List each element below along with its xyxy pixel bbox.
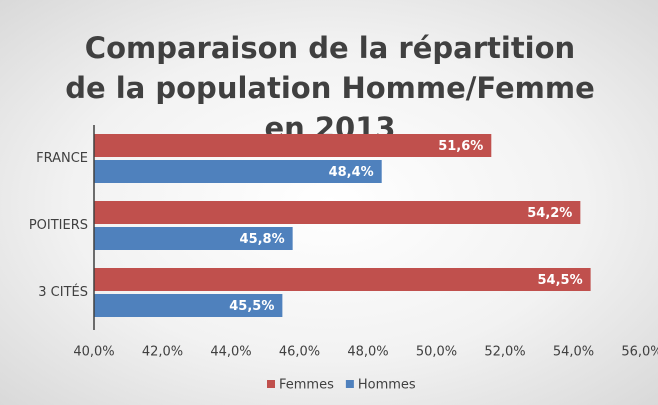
legend-label: Femmes (279, 378, 334, 393)
bar (94, 201, 581, 224)
bar (94, 160, 382, 183)
x-tick-label: 50,0% (416, 345, 457, 360)
x-tick-label: 46,0% (279, 345, 320, 360)
x-tick-label: 44,0% (210, 345, 251, 360)
legend-swatch (267, 380, 275, 388)
value-label: 51,6% (438, 139, 483, 154)
value-label: 54,5% (538, 273, 583, 288)
value-label: 54,2% (527, 206, 572, 221)
y-tick-label: 3 CITÉS (38, 284, 88, 300)
legend-swatch (345, 380, 354, 388)
x-tick-label: 48,0% (347, 345, 388, 360)
x-tick-label: 56,0% (621, 345, 658, 360)
y-tick-label: POITIERS (29, 218, 88, 233)
value-label: 45,5% (229, 299, 274, 314)
legend-label: Hommes (358, 378, 416, 393)
chart-title: Comparaison de la répartition de la popu… (65, 31, 595, 145)
y-tick-label: FRANCE (36, 151, 88, 166)
bar (94, 134, 492, 157)
value-label: 48,4% (329, 165, 374, 180)
bar (94, 294, 283, 317)
x-tick-label: 52,0% (484, 345, 525, 360)
x-tick-label: 42,0% (142, 345, 183, 360)
bar (94, 227, 293, 250)
bar (94, 268, 591, 291)
value-label: 45,8% (240, 232, 285, 247)
x-tick-label: 40,0% (73, 345, 114, 360)
x-tick-label: 54,0% (553, 345, 594, 360)
